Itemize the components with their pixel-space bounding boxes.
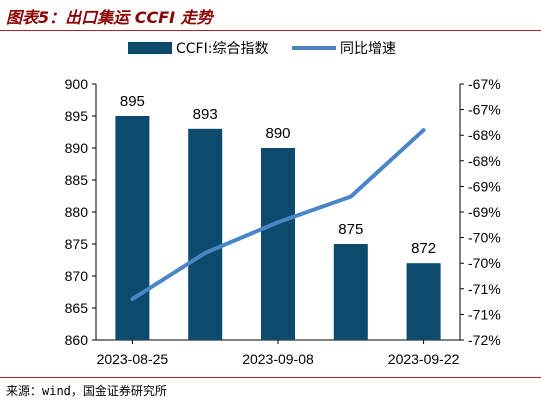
right-tick-label: -70% [468,255,501,271]
source-rule [0,377,541,378]
left-tick-label: 885 [65,172,89,188]
legend-item-index: CCFI:综合指数 [128,38,268,58]
legend-label-yoy: 同比增速 [340,41,396,57]
source-note: 来源：wind，国金证券研究所 [6,384,167,398]
bar-data-label: 875 [338,221,363,238]
x-tick-label: 2023-09-08 [242,351,314,367]
figure-title: 图表5：出口集运 CCFI 走势 [6,8,213,27]
left-tick-label: 900 [65,76,89,92]
x-tick-label: 2023-08-25 [97,351,169,367]
legend-line-swatch [292,46,336,50]
right-tick-label: -69% [468,178,501,194]
right-tick-label: -67% [468,76,501,92]
legend-label-index: CCFI:综合指数 [176,41,269,57]
left-tick-label: 895 [65,108,89,124]
left-tick-label: 880 [65,204,89,220]
bar-data-label: 890 [265,125,290,142]
x-tick-label: 2023-09-22 [388,351,460,367]
bar [261,148,295,340]
right-tick-label: -70% [468,230,501,246]
bar-data-label: 895 [120,93,145,110]
right-tick-label: -71% [468,281,501,297]
left-tick-label: 890 [65,140,89,156]
bar-data-label: 893 [193,106,218,123]
right-tick-label: -69% [468,204,501,220]
legend-item-yoy: 同比增速 [292,38,396,58]
left-tick-label: 870 [65,268,89,284]
bar-data-label: 872 [411,240,436,257]
right-tick-label: -71% [468,306,501,322]
bar [115,116,150,340]
bar [188,128,223,340]
right-tick-label: -68% [468,127,501,143]
left-tick-label: 875 [65,236,89,252]
title-rule [0,30,541,31]
left-tick-label: 860 [65,332,89,348]
bar [406,263,441,340]
legend: CCFI:综合指数 同比增速 [0,38,541,60]
right-tick-label: -68% [468,153,501,169]
right-tick-label: -67% [468,102,501,118]
left-tick-label: 865 [65,300,89,316]
right-tick-label: -72% [468,332,501,348]
legend-bar-swatch [128,42,172,54]
bar [333,244,368,340]
